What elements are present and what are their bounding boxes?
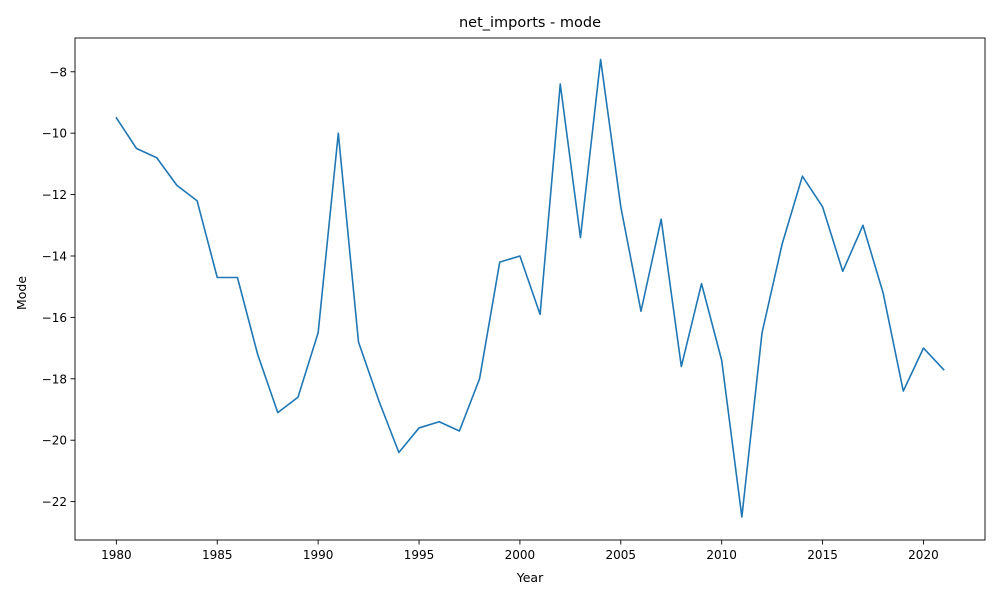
x-tick-label: 2020: [908, 548, 939, 562]
plot-area: [74, 37, 986, 541]
y-axis-label: Mode: [14, 276, 29, 310]
y-tick-label: −18: [42, 372, 67, 386]
y-tick-label: −20: [42, 434, 67, 448]
y-tick-label: −16: [42, 311, 67, 325]
y-tick-label: −14: [42, 249, 67, 263]
x-tick-label: 2000: [505, 548, 536, 562]
y-tick-label: −10: [42, 127, 67, 141]
x-tick-label: 1990: [303, 548, 334, 562]
y-tick-label: −12: [42, 188, 67, 202]
x-tick-label: 1985: [202, 548, 233, 562]
y-tick-label: −22: [42, 495, 67, 509]
x-tick-label: 1980: [101, 548, 132, 562]
plot-frame: [74, 37, 986, 541]
x-tick-label: 2015: [807, 548, 838, 562]
y-axis: −22 −20 −18 −16 −14 −12 −10 −8: [42, 65, 75, 509]
series-line: [115, 58, 945, 518]
x-tick-label: 2005: [606, 548, 637, 562]
x-tick-label: 2010: [706, 548, 737, 562]
x-tick-label: 1995: [404, 548, 435, 562]
chart-title: net_imports - mode: [459, 15, 601, 31]
x-axis-label: Year: [516, 570, 544, 585]
y-tick-label: −8: [49, 65, 67, 79]
x-axis: 1980 1985 1990 1995 2000 2005 2010 2015 2020: [101, 540, 939, 562]
